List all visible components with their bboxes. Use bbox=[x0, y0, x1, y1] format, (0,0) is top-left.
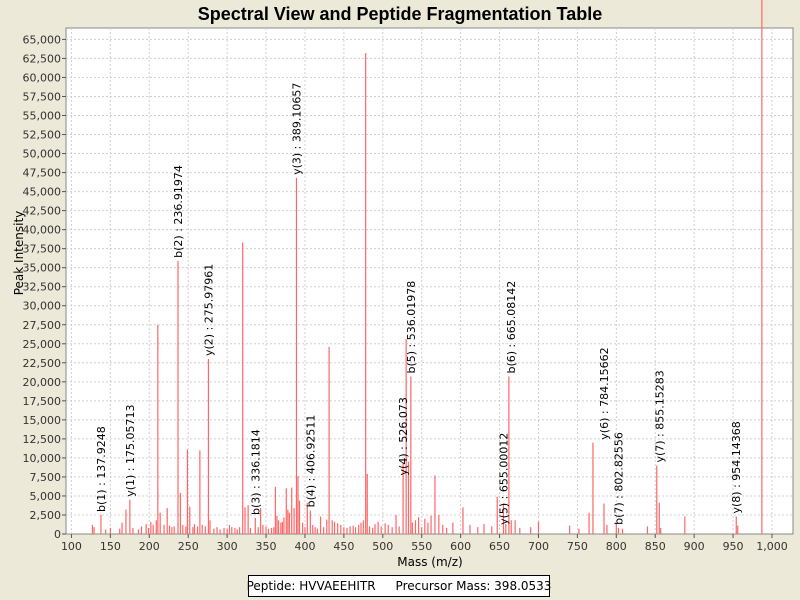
y-tick-label: 57,500 bbox=[23, 90, 62, 103]
peak-annotation-label: y(3) : 389.10657 bbox=[290, 83, 303, 175]
peak-annotation-label: b(6) : 665.08142 bbox=[505, 281, 518, 374]
x-tick-label: 150 bbox=[100, 540, 121, 553]
x-tick-label: 500 bbox=[372, 540, 393, 553]
peak-annotation-label: y(1) : 175.05713 bbox=[124, 404, 137, 496]
y-tick-label: 25,000 bbox=[23, 338, 62, 351]
x-tick-label: 800 bbox=[606, 540, 627, 553]
peak-annotation-label: y(8) : 954.14368 bbox=[730, 421, 743, 513]
peak-annotation-label: b(4) : 406.92511 bbox=[304, 415, 317, 508]
chart-title: Spectral View and Peptide Fragmentation … bbox=[198, 4, 602, 24]
peak-annotation-label: y(7) : 855.15283 bbox=[653, 370, 666, 462]
y-tick-label: 27,500 bbox=[23, 319, 62, 332]
y-tick-label: 7,500 bbox=[30, 471, 62, 484]
x-axis-label: Mass (m/z) bbox=[397, 555, 462, 569]
y-tick-label: 17,500 bbox=[23, 395, 62, 408]
x-tick-label: 400 bbox=[294, 540, 315, 553]
x-tick-label: 600 bbox=[450, 540, 471, 553]
peptide-label: Peptide: HVVAEEHITR bbox=[246, 579, 376, 593]
precursor-mass-label: Precursor Mass: 398.0533 bbox=[395, 579, 552, 593]
y-tick-label: 30,000 bbox=[23, 300, 62, 313]
y-tick-label: 2,500 bbox=[30, 509, 62, 522]
peak-annotation-label: y(2) : 275.97961 bbox=[202, 264, 215, 356]
y-tick-label: 62,500 bbox=[23, 52, 62, 65]
x-tick-label: 250 bbox=[178, 540, 199, 553]
y-tick-label: 55,000 bbox=[23, 110, 62, 123]
peak-annotation-label: b(1) : 137.9248 bbox=[95, 426, 108, 512]
peak-annotation-label: y(5) : 655.00012 bbox=[497, 433, 510, 525]
y-tick-label: 10,000 bbox=[23, 452, 62, 465]
x-tick-label: 450 bbox=[333, 540, 354, 553]
y-tick-label: 47,500 bbox=[23, 167, 62, 180]
peak-series bbox=[91, 0, 763, 534]
y-axis-label: Peak Intensity bbox=[12, 211, 26, 296]
peak-annotations: b(1) : 137.9248 y(1) : 175.05713 b(2) : 23… bbox=[95, 83, 743, 525]
x-tick-label: 100 bbox=[61, 540, 82, 553]
y-tick-label: 45,000 bbox=[23, 186, 62, 199]
x-tick-label: 300 bbox=[217, 540, 238, 553]
y-tick-label: 37,500 bbox=[23, 243, 62, 256]
legend-box: Peptide: HVVAEEHITR Precursor Mass: 398.… bbox=[246, 575, 552, 597]
x-tick-label: 900 bbox=[684, 540, 705, 553]
x-tick-label: 850 bbox=[645, 540, 666, 553]
x-tick-label: 200 bbox=[139, 540, 160, 553]
y-tick-label: 35,000 bbox=[23, 262, 62, 275]
axes: 0 2,500 5,000 7,500 10,000 12,500 15,000 17,500… bbox=[23, 33, 788, 553]
peak-annotation-label: b(2) : 236.91974 bbox=[172, 165, 185, 258]
y-tick-label: 32,500 bbox=[23, 281, 62, 294]
y-tick-label: 60,000 bbox=[23, 71, 62, 84]
y-tick-label: 20,000 bbox=[23, 376, 62, 389]
peak-annotation-label: y(6) : 784.15662 bbox=[598, 347, 611, 439]
peak-annotation-label: b(7) : 802.82556 bbox=[612, 432, 625, 525]
x-tick-label: 700 bbox=[528, 540, 549, 553]
y-tick-label: 50,000 bbox=[23, 148, 62, 161]
x-tick-label: 1,000 bbox=[756, 540, 788, 553]
y-tick-label: 12,500 bbox=[23, 433, 62, 446]
y-tick-label: 40,000 bbox=[23, 224, 62, 237]
y-tick-label: 22,500 bbox=[23, 357, 62, 370]
peak-annotation-label: b(5) : 536.01978 bbox=[405, 281, 418, 374]
peak-annotation-label: y(4) : 526.073 bbox=[397, 397, 410, 475]
y-tick-label: 15,000 bbox=[23, 414, 62, 427]
x-tick-label: 650 bbox=[489, 540, 510, 553]
x-tick-label: 950 bbox=[723, 540, 744, 553]
y-tick-label: 5,000 bbox=[30, 490, 62, 503]
y-tick-label: 65,000 bbox=[23, 33, 62, 46]
y-tick-label: 0 bbox=[54, 528, 61, 541]
x-tick-label: 350 bbox=[256, 540, 277, 553]
y-tick-label: 52,500 bbox=[23, 129, 62, 142]
x-tick-label: 750 bbox=[567, 540, 588, 553]
peak-annotation-label: b(3) : 336.1814 bbox=[249, 429, 262, 515]
x-tick-label: 550 bbox=[411, 540, 432, 553]
y-tick-label: 42,500 bbox=[23, 205, 62, 218]
